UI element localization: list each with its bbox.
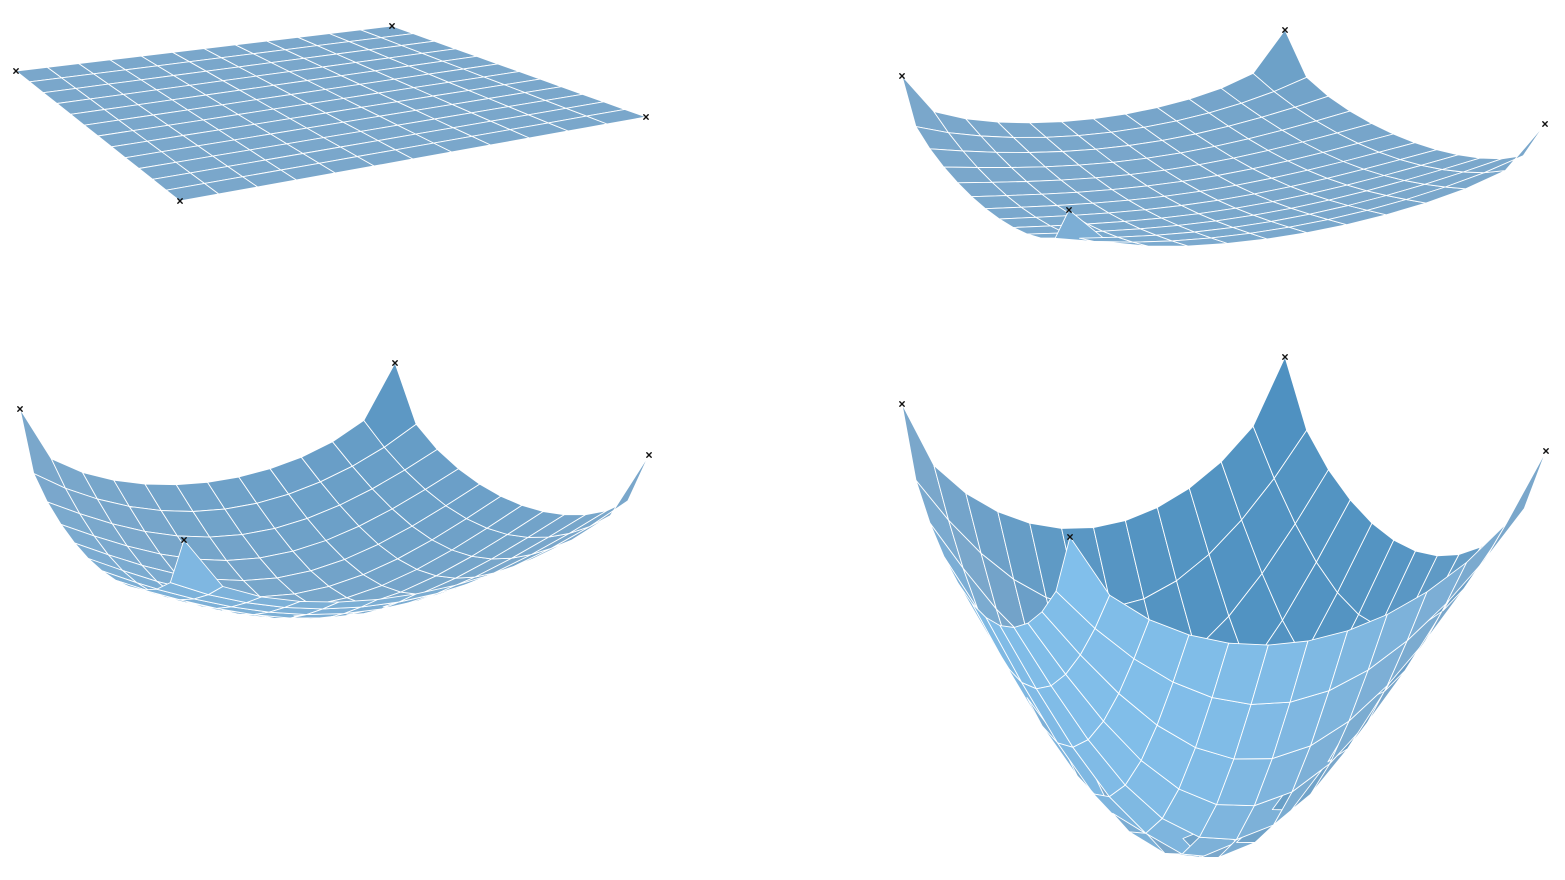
surface-panel-deep-sag	[900, 355, 1548, 858]
surface-panel-moderate-sag	[18, 361, 651, 619]
mesh-face	[902, 76, 949, 133]
mesh-face	[20, 409, 66, 488]
surface-panel-flat	[14, 24, 648, 203]
surface-panel-slight-sag	[900, 28, 1547, 246]
corner-pin-marker	[647, 453, 651, 457]
corner-pin-marker	[1543, 122, 1547, 126]
mesh-face	[1485, 451, 1546, 560]
corner-pin-marker	[1544, 449, 1548, 453]
